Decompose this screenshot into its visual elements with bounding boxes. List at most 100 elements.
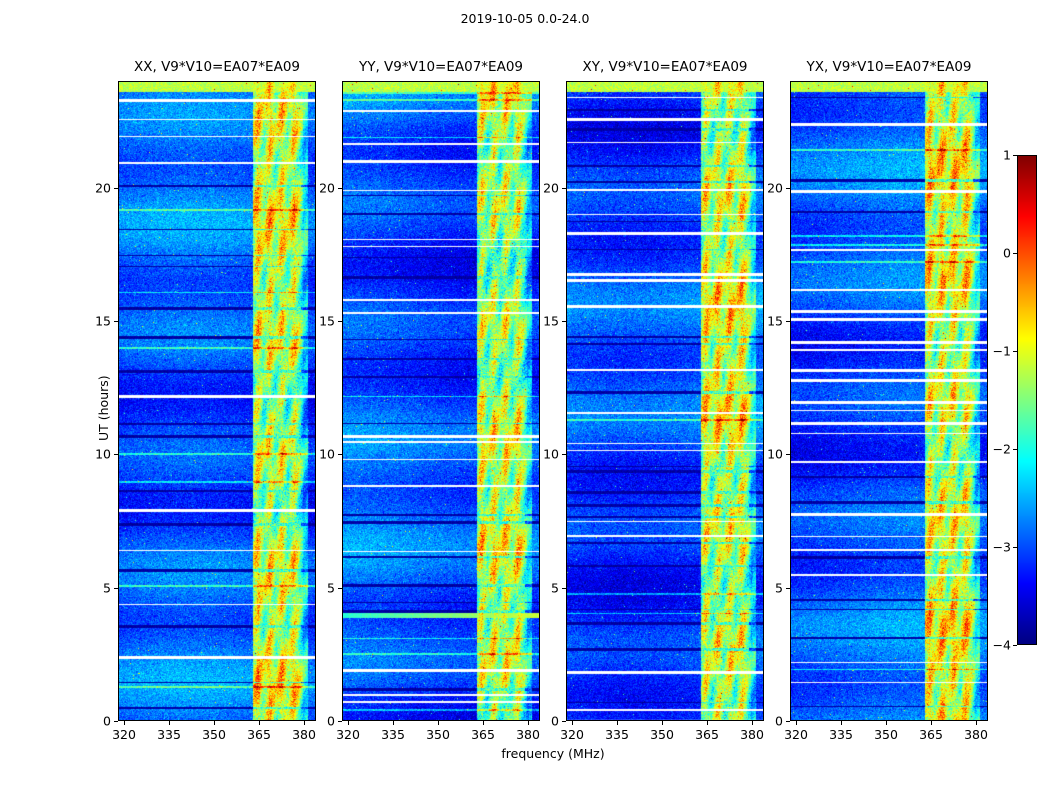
- y-tick-label: 0: [551, 713, 559, 729]
- panel-xx[interactable]: XX, V9*V10=EA07*EA09: [118, 59, 316, 721]
- y-tick-label: 20: [95, 180, 111, 196]
- colorbar-tick-label: −2: [992, 441, 1011, 457]
- x-tick-label: 335: [381, 727, 405, 742]
- x-tickmark: [438, 721, 439, 725]
- y-tick-label: 0: [775, 713, 783, 729]
- colorbar-tick-label: −3: [992, 539, 1011, 555]
- panel-title-yx: YX, V9*V10=EA07*EA09: [806, 59, 972, 75]
- x-tick-label: 380: [964, 727, 988, 742]
- y-tick-label: 5: [775, 580, 783, 596]
- axes-frame-xx: [118, 81, 316, 721]
- x-tickmark: [528, 721, 529, 725]
- colorbar-frame: [1017, 155, 1037, 645]
- y-tickmark: [114, 321, 118, 322]
- y-tickmark: [114, 187, 118, 189]
- x-tickmark: [393, 721, 394, 725]
- x-tickmark: [214, 721, 215, 725]
- y-tickmark: [338, 587, 342, 589]
- x-tickmark: [976, 721, 977, 725]
- y-tickmark: [114, 587, 118, 589]
- x-tickmark: [752, 721, 753, 725]
- y-tick-label: 0: [327, 713, 335, 729]
- x-tickmark: [259, 721, 260, 725]
- y-tick-label: 5: [327, 580, 335, 596]
- panel-xy[interactable]: XY, V9*V10=EA07*EA09: [566, 59, 764, 721]
- x-tick-label: 320: [784, 727, 808, 742]
- y-tick-label: 5: [551, 580, 559, 596]
- axes-frame-xy: [566, 81, 764, 721]
- x-tick-label: 365: [695, 727, 719, 742]
- y-tick-label: 10: [767, 446, 783, 462]
- waterfall-image-xy: [566, 81, 764, 721]
- colorbar-tickmark: [1013, 547, 1017, 548]
- colorbar-tick-label: −4: [992, 637, 1011, 653]
- colorbar-tick-label: −1: [992, 343, 1011, 359]
- y-tick-label: 15: [767, 313, 783, 329]
- y-tickmark: [786, 321, 790, 322]
- x-tickmark: [348, 721, 349, 725]
- colorbar[interactable]: [1017, 155, 1037, 645]
- x-tick-label: 320: [112, 727, 136, 742]
- axes-frame-yy: [342, 81, 540, 721]
- x-tick-label: 335: [157, 727, 181, 742]
- x-tickmark: [304, 721, 305, 725]
- y-tick-label: 5: [103, 580, 111, 596]
- x-tickmark: [841, 721, 842, 725]
- y-tickmark: [338, 721, 342, 722]
- waterfall-image-xx: [118, 81, 316, 721]
- y-tick-label: 20: [543, 180, 559, 196]
- panel-title-yy: YY, V9*V10=EA07*EA09: [358, 59, 523, 75]
- x-tickmark: [483, 721, 484, 725]
- y-tick-label: 10: [319, 446, 335, 462]
- x-tick-label: 350: [426, 727, 450, 742]
- y-tickmark: [562, 721, 566, 722]
- x-tick-label: 350: [202, 727, 226, 742]
- x-tickmark: [886, 721, 887, 725]
- colorbar-tickmark: [1013, 253, 1017, 254]
- y-tickmark: [786, 721, 790, 722]
- y-tickmark: [562, 454, 566, 456]
- x-tickmark: [931, 721, 932, 725]
- panel-yy[interactable]: YY, V9*V10=EA07*EA09: [342, 59, 540, 721]
- x-tick-label: 380: [516, 727, 540, 742]
- x-tickmark: [169, 721, 170, 725]
- x-tickmark: [617, 721, 618, 725]
- y-tick-label: 10: [95, 446, 111, 462]
- axes-frame-yx: [790, 81, 988, 721]
- x-tick-label: 335: [829, 727, 853, 742]
- y-tickmark: [562, 587, 566, 589]
- colorbar-gradient: [1017, 155, 1037, 645]
- y-tickmark: [338, 321, 342, 322]
- y-tick-label: 15: [95, 313, 111, 329]
- y-tick-label: 20: [767, 180, 783, 196]
- y-tickmark: [114, 454, 118, 456]
- y-tickmark: [114, 721, 118, 722]
- colorbar-tick-label: 0: [1003, 245, 1011, 261]
- panel-yx[interactable]: YX, V9*V10=EA07*EA09: [790, 59, 988, 721]
- x-axis-label: frequency (MHz): [501, 746, 605, 761]
- y-tickmark: [562, 187, 566, 189]
- y-tickmark: [338, 454, 342, 456]
- y-tickmark: [562, 321, 566, 322]
- x-tickmark: [796, 721, 797, 725]
- waterfall-image-yx: [790, 81, 988, 721]
- colorbar-tickmark: [1013, 155, 1017, 156]
- waterfall-image-yy: [342, 81, 540, 721]
- y-tickmark: [338, 187, 342, 189]
- x-tick-label: 365: [247, 727, 271, 742]
- x-tick-label: 350: [650, 727, 674, 742]
- y-tick-label: 15: [319, 313, 335, 329]
- colorbar-tickmark: [1013, 645, 1017, 646]
- y-tick-label: 10: [543, 446, 559, 462]
- x-tick-label: 365: [471, 727, 495, 742]
- x-tick-label: 380: [740, 727, 764, 742]
- x-tickmark: [124, 721, 125, 725]
- x-tick-label: 365: [919, 727, 943, 742]
- x-tick-label: 380: [292, 727, 316, 742]
- panel-title-xx: XX, V9*V10=EA07*EA09: [133, 59, 300, 75]
- y-axis-label: UT (hours): [96, 375, 111, 441]
- x-tick-label: 335: [605, 727, 629, 742]
- figure-suptitle: 2019-10-05 0.0-24.0: [460, 11, 590, 26]
- x-tickmark: [662, 721, 663, 725]
